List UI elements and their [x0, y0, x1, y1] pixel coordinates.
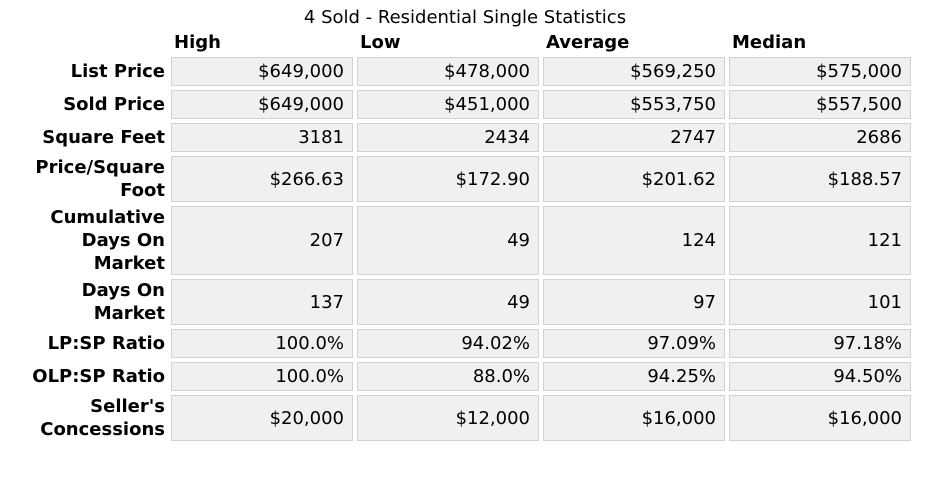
cell-median: 2686: [729, 123, 911, 152]
row-days-on-market: Days On Market 137 49 97 101: [4, 279, 911, 325]
cell-average: 124: [543, 206, 725, 275]
row-cumulative-days-on-market: Cumulative Days On Market 207 49 124 121: [4, 206, 911, 275]
row-sold-price: Sold Price $649,000 $451,000 $553,750 $5…: [4, 90, 911, 119]
cell-high: 207: [171, 206, 353, 275]
cell-low: 94.02%: [357, 329, 539, 358]
row-label: Square Feet: [42, 127, 165, 148]
row-label: List Price: [70, 61, 165, 82]
cell-high: $649,000: [171, 57, 353, 86]
row-sellers-concessions: Seller's Concessions $20,000 $12,000 $16…: [4, 395, 911, 441]
cell-median: $557,500: [729, 90, 911, 119]
cell-high: 137: [171, 279, 353, 325]
cell-median: $16,000: [729, 395, 911, 441]
row-list-price: List Price $649,000 $478,000 $569,250 $5…: [4, 57, 911, 86]
row-price-per-square-foot: Price/Square Foot $266.63 $172.90 $201.6…: [4, 156, 911, 202]
cell-low: $451,000: [357, 90, 539, 119]
statistics-table: High Low Average Median List Price $649,…: [0, 28, 915, 445]
cell-low: 2434: [357, 123, 539, 152]
row-label: Price/Square Foot: [35, 157, 165, 201]
corner-cell: [4, 32, 167, 53]
cell-median: 94.50%: [729, 362, 911, 391]
cell-average: 94.25%: [543, 362, 725, 391]
cell-average: 97.09%: [543, 329, 725, 358]
cell-average: $201.62: [543, 156, 725, 202]
cell-median: 121: [729, 206, 911, 275]
cell-high: 100.0%: [171, 362, 353, 391]
cell-high: $20,000: [171, 395, 353, 441]
cell-low: 49: [357, 279, 539, 325]
cell-high: $649,000: [171, 90, 353, 119]
cell-low: 49: [357, 206, 539, 275]
cell-median: $188.57: [729, 156, 911, 202]
header-row: High Low Average Median: [4, 32, 911, 53]
row-label: LP:SP Ratio: [47, 333, 165, 354]
cell-average: 2747: [543, 123, 725, 152]
cell-low: $12,000: [357, 395, 539, 441]
cell-average: 97: [543, 279, 725, 325]
row-label: OLP:SP Ratio: [32, 366, 165, 387]
column-header-high: High: [174, 32, 221, 53]
column-header-low: Low: [360, 32, 401, 53]
cell-low: $172.90: [357, 156, 539, 202]
cell-median: $575,000: [729, 57, 911, 86]
cell-median: 97.18%: [729, 329, 911, 358]
row-label: Seller's Concessions: [40, 396, 165, 440]
row-label: Cumulative Days On Market: [50, 207, 165, 274]
cell-average: $16,000: [543, 395, 725, 441]
page-title: 4 Sold - Residential Single Statistics: [303, 7, 627, 28]
cell-low: 88.0%: [357, 362, 539, 391]
column-header-average: Average: [546, 32, 630, 53]
column-header-median: Median: [732, 32, 807, 53]
cell-high: $266.63: [171, 156, 353, 202]
cell-high: 100.0%: [171, 329, 353, 358]
cell-median: 101: [729, 279, 911, 325]
cell-average: $569,250: [543, 57, 725, 86]
row-label: Days On Market: [81, 280, 165, 324]
cell-low: $478,000: [357, 57, 539, 86]
row-label: Sold Price: [63, 94, 165, 115]
row-square-feet: Square Feet 3181 2434 2747 2686: [4, 123, 911, 152]
cell-high: 3181: [171, 123, 353, 152]
row-olp-sp-ratio: OLP:SP Ratio 100.0% 88.0% 94.25% 94.50%: [4, 362, 911, 391]
row-lp-sp-ratio: LP:SP Ratio 100.0% 94.02% 97.09% 97.18%: [4, 329, 911, 358]
cell-average: $553,750: [543, 90, 725, 119]
